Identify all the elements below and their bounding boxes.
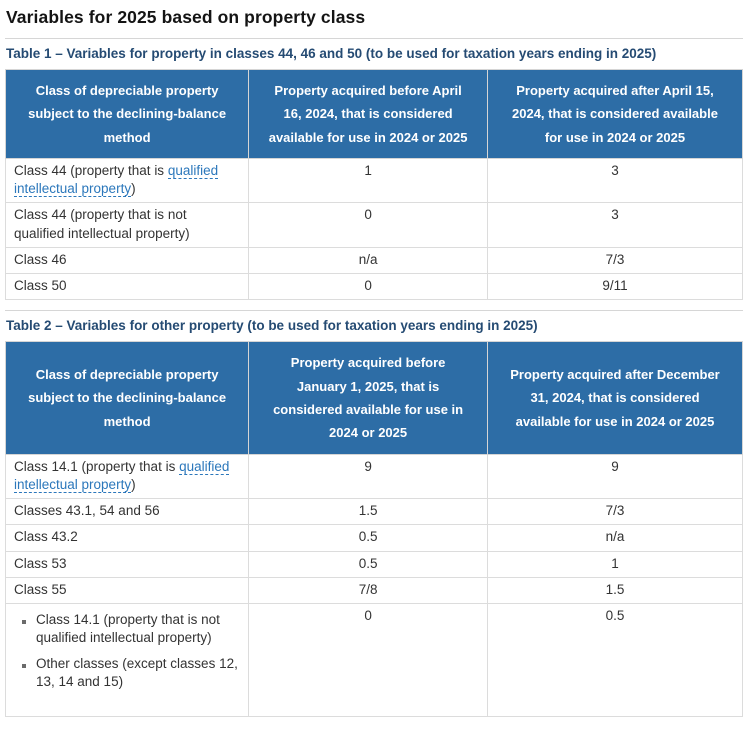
table-row: Class 14.1 (property that is not qualifi… [4,603,744,717]
value-before: 0 [248,603,488,717]
table-row: Class 46 n/a 7/3 [4,246,744,275]
row-label-class-44-not-qualified: Class 44 (property that is not qualified… [4,202,250,248]
table1-col-header-before: Property acquired before April 16, 2024,… [248,68,488,159]
list-item: Other classes (except classes 12, 13, 14… [22,655,240,691]
table2-col-header-class: Class of depreciable property subject to… [4,341,250,455]
value-after: 3 [486,157,744,204]
table1-col-header-after: Property acquired after April 15, 2024, … [486,68,744,159]
table2-other-property: Class of depreciable property subject to… [4,341,744,717]
qualified-intellectual-property-link[interactable]: qualified intellectual property [14,458,230,494]
value-after: 1.5 [486,576,744,605]
table-row: Class 55 7/8 1.5 [4,576,744,605]
value-before: 0 [248,273,488,301]
value-after: n/a [486,524,744,552]
value-after: 9/11 [486,273,744,301]
value-after: 7/3 [486,246,744,275]
label-text: ) [131,477,136,493]
value-before: 0.5 [248,524,488,552]
table-row: Class 43.2 0.5 n/a [4,524,744,552]
row-label-class-50: Class 50 [4,273,250,301]
value-after: 1 [486,550,744,578]
table-row: Class 14.1 (property that is qualified i… [4,453,744,500]
list-item-label: Other classes (except classes 12, 13, 14… [36,655,238,689]
row-label-class-43-2: Class 43.2 [4,524,250,552]
row-label-class-46: Class 46 [4,246,250,275]
value-before: n/a [248,246,488,275]
table-row: Class 44 (property that is not qualified… [4,202,744,248]
row-label-class-53: Class 53 [4,550,250,578]
row-label-class-55: Class 55 [4,576,250,605]
table2-header-row: Class of depreciable property subject to… [4,341,744,455]
value-after: 9 [486,453,744,500]
row-label-classes-43-1-54-56: Classes 43.1, 54 and 56 [4,498,250,526]
table1-caption: Table 1 – Variables for property in clas… [6,45,657,61]
qualified-intellectual-property-link[interactable]: qualified intellectual property [14,162,219,198]
table2-caption: Table 2 – Variables for other property (… [6,318,538,334]
row-label-class-44-qualified: Class 44 (property that is qualified int… [4,157,250,204]
value-before: 7/8 [248,576,488,605]
section-divider [5,310,743,312]
table-row: Classes 43.1, 54 and 56 1.5 7/3 [4,498,744,526]
square-bullet-icon [22,663,26,668]
table1-property-classes-44-46-50: Class of depreciable property subject to… [4,68,744,301]
list-item: Class 14.1 (property that is not qualifi… [22,611,240,647]
label-text: Class 14.1 (property that is [14,458,180,474]
row-label-other-classes-list: Class 14.1 (property that is not qualifi… [4,603,250,717]
value-before: 1.5 [248,498,488,526]
page-title: Variables for 2025 based on property cla… [6,7,366,27]
value-before: 1 [248,157,488,204]
label-text: ) [131,181,136,197]
table-row: Class 50 0 9/11 [4,273,744,301]
table2-col-header-before: Property acquired before January 1, 2025… [248,341,488,455]
table1-col-header-class: Class of depreciable property subject to… [4,68,250,159]
class-bullet-list: Class 14.1 (property that is not qualifi… [14,607,240,712]
value-before: 0.5 [248,550,488,578]
row-label-class-14-1-qualified: Class 14.1 (property that is qualified i… [4,453,250,500]
table-row: Class 53 0.5 1 [4,550,744,578]
list-item-label: Class 14.1 (property that is not qualifi… [36,612,220,646]
value-before: 9 [248,453,488,500]
table-row: Class 44 (property that is qualified int… [4,157,744,204]
title-divider [5,37,743,39]
value-after: 0.5 [486,603,744,717]
table2-col-header-after: Property acquired after December 31, 202… [486,341,744,455]
square-bullet-icon [22,620,26,625]
value-before: 0 [248,202,488,248]
table1-header-row: Class of depreciable property subject to… [4,68,744,159]
label-text: Class 44 (property that is [14,162,168,178]
value-after: 7/3 [486,498,744,526]
value-after: 3 [486,202,744,248]
